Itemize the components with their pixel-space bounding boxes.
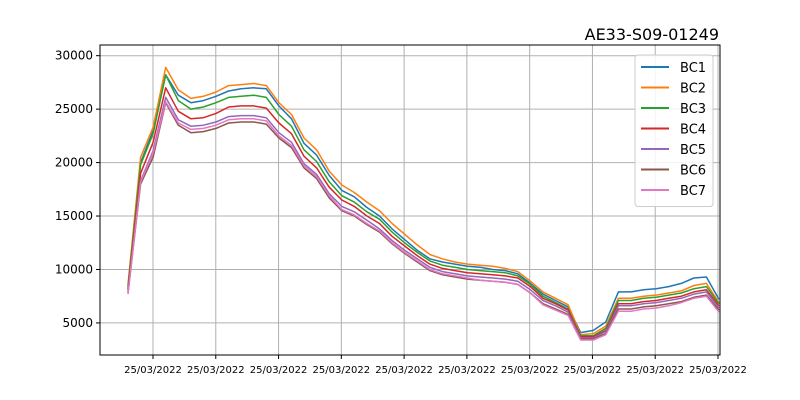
x-tick-label: 25/03/2022	[689, 365, 747, 376]
series-line-bc7	[127, 100, 720, 341]
x-tick-label: 25/03/2022	[501, 365, 559, 376]
x-tick-label: 25/03/2022	[564, 365, 622, 376]
series-line-bc6	[127, 101, 720, 340]
series-line-bc2	[127, 66, 720, 336]
axes: 5000 10000 15000 20000 25000 30000 25/03/2022 2…	[55, 49, 747, 376]
y-tick-label: 20000	[55, 156, 93, 170]
series-line-bc4	[127, 87, 720, 338]
x-tick-label: 25/03/2022	[375, 365, 433, 376]
legend-label-bc2: BC2	[680, 82, 706, 97]
legend[interactable]: BC1 BC2 BC3 BC4 BC5 BC6 BC7	[634, 54, 714, 207]
series-lines	[127, 66, 720, 341]
series-line-bc1	[127, 74, 720, 334]
series-line-bc5	[127, 96, 720, 339]
x-tick-label: 25/03/2022	[124, 365, 182, 376]
y-tick-label: 10000	[55, 262, 93, 276]
legend-label-bc7: BC7	[680, 184, 706, 199]
series-line-bc3	[127, 74, 720, 337]
legend-label-bc1: BC1	[680, 61, 706, 76]
plot-area-frame	[99, 44, 721, 356]
y-tick-label: 5000	[62, 316, 93, 330]
legend-label-bc5: BC5	[680, 143, 706, 158]
legend-label-bc3: BC3	[680, 102, 706, 117]
y-tick-label: 30000	[55, 49, 93, 63]
y-tick-label: 15000	[55, 209, 93, 223]
chart-title: AE33-S09-01249	[585, 25, 719, 44]
x-tick-label: 25/03/2022	[187, 365, 245, 376]
x-tick-label: 25/03/2022	[250, 365, 308, 376]
x-tick-label: 25/03/2022	[313, 365, 371, 376]
legend-label-bc6: BC6	[680, 164, 706, 179]
legend-label-bc4: BC4	[680, 123, 706, 138]
y-tick-label: 25000	[55, 102, 93, 116]
x-tick-label: 25/03/2022	[626, 365, 684, 376]
x-tick-label: 25/03/2022	[438, 365, 496, 376]
